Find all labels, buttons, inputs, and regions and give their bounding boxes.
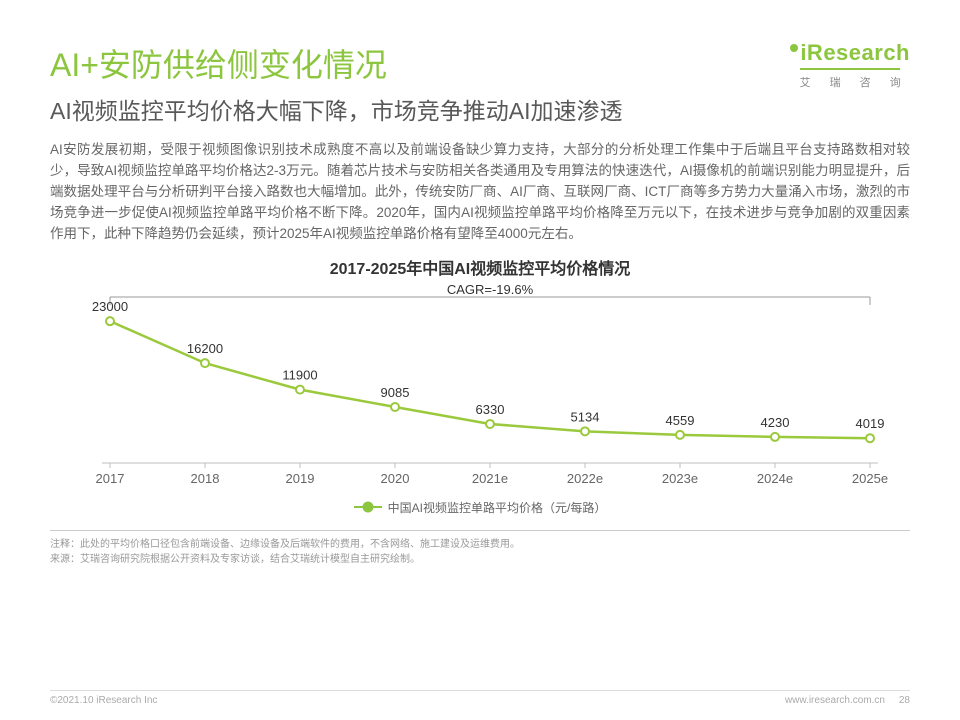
logo-block: iResearch 艾 瑞 咨 询 [790,40,910,90]
logo-top: iResearch [790,40,910,66]
body-paragraph: AI安防发展初期，受限于视频图像识别技术成熟度不高以及前端设备缺少算力支持，大部… [50,140,910,245]
footer-copyright: ©2021.10 iResearch Inc [50,695,157,706]
logo-dot-icon [790,44,798,52]
footnote-source: 来源：艾瑞咨询研究院根据公开资料及专家访谈，结合艾瑞统计模型自主研究绘制。 [50,552,910,567]
logo-underline [800,68,900,70]
footer-right: www.iresearch.com.cn 28 [785,695,910,706]
footer-page-number: 28 [899,695,910,706]
svg-text:6330: 6330 [476,402,505,417]
svg-text:2020: 2020 [381,471,410,486]
footnote-note: 注释：此处的平均价格口径包含前端设备、边缘设备及后端软件的费用，不含网络、施工建… [50,537,910,552]
svg-text:2021e: 2021e [472,471,508,486]
svg-text:4230: 4230 [761,415,790,430]
svg-text:2023e: 2023e [662,471,698,486]
legend-label: 中国AI视频监控单路平均价格（元/每路） [388,499,607,516]
logo-subtitle: 艾 瑞 咨 询 [790,74,910,90]
svg-text:4559: 4559 [666,412,695,427]
svg-text:CAGR=-19.6%: CAGR=-19.6% [447,283,534,297]
footer-url: www.iresearch.com.cn [785,695,885,706]
svg-text:2018: 2018 [191,471,220,486]
svg-text:2025e: 2025e [852,471,888,486]
page-title: AI+安防供给侧变化情况 [50,40,910,86]
price-line-chart: CAGR=-19.6% 23000 16200 11900 9085 6330 5134 45… [70,283,890,493]
page-footer: ©2021.10 iResearch Inc www.iresearch.com… [50,690,910,706]
svg-text:4019: 4019 [856,416,885,431]
svg-text:5134: 5134 [571,409,600,424]
svg-text:16200: 16200 [187,341,223,356]
logo-text: iResearch [800,40,910,66]
page-subtitle: AI视频监控平均价格大幅下降，市场竞争推动AI加速渗透 [50,92,910,126]
chart-title: 2017-2025年中国AI视频监控平均价格情况 [50,255,910,279]
chart-legend: 中国AI视频监控单路平均价格（元/每路） [50,499,910,516]
chart-container: 2017-2025年中国AI视频监控平均价格情况 CAGR=-19.6% 2300… [50,255,910,516]
svg-text:2019: 2019 [286,471,315,486]
svg-text:9085: 9085 [381,385,410,400]
svg-text:2017: 2017 [96,471,125,486]
svg-text:11900: 11900 [282,367,317,382]
svg-text:2022e: 2022e [567,471,603,486]
svg-text:23000: 23000 [92,299,128,314]
footnote-block: 注释：此处的平均价格口径包含前端设备、边缘设备及后端软件的费用，不含网络、施工建… [50,530,910,567]
legend-marker-icon [354,506,382,508]
slide-page: iResearch 艾 瑞 咨 询 AI+安防供给侧变化情况 AI视频监控平均价… [0,0,960,720]
svg-text:2024e: 2024e [757,471,793,486]
